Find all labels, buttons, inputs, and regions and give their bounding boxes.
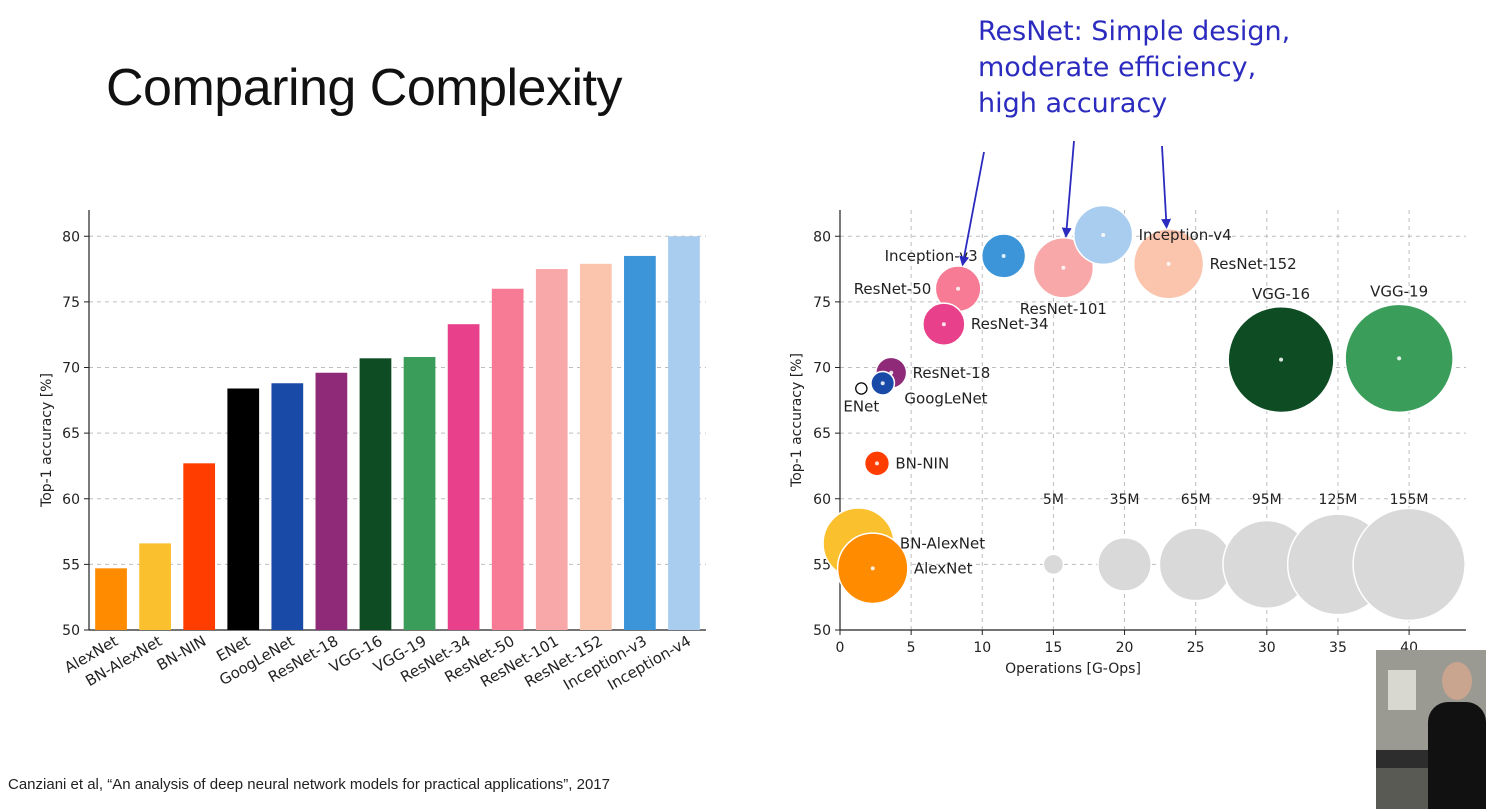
model-label: Inception-v3 <box>885 247 978 265</box>
model-bubble-center <box>880 381 885 386</box>
model-bubble-center <box>1397 356 1402 361</box>
y-tick-label: 55 <box>62 557 80 573</box>
bar <box>535 269 568 630</box>
model-label: ResNet-152 <box>1210 255 1297 273</box>
model-bubble-center <box>870 566 875 571</box>
presenter-video <box>1376 650 1486 809</box>
y-tick-label: 50 <box>813 623 831 639</box>
model-bubble-center <box>1101 232 1106 237</box>
y-tick-label: 80 <box>62 229 80 245</box>
model-label: BN-NIN <box>895 454 949 472</box>
size-legend-bubble <box>1158 527 1233 602</box>
x-tick-label: 25 <box>1187 640 1205 656</box>
model-bubble-center <box>1001 253 1006 258</box>
size-legend-bubble <box>1097 537 1152 592</box>
bar <box>447 324 480 630</box>
bar <box>271 383 304 630</box>
annotation-line: ResNet: Simple design, <box>978 16 1291 47</box>
size-legend-bubble <box>1352 507 1466 622</box>
bar <box>403 357 436 630</box>
y-tick-label: 60 <box>62 492 80 508</box>
presenter-body <box>1428 702 1486 809</box>
annotation-line: high accuracy <box>978 88 1168 119</box>
x-tick-label: 10 <box>973 640 991 656</box>
y-tick-label: 75 <box>813 295 831 311</box>
model-label: BN-AlexNet <box>900 534 985 552</box>
model-bubble-center <box>956 286 961 291</box>
y-tick-label: 75 <box>62 295 80 311</box>
size-legend-label: 155M <box>1390 492 1429 508</box>
model-label: GoogLeNet <box>904 389 987 407</box>
bar <box>491 288 524 630</box>
x-tick-label: 15 <box>1044 640 1062 656</box>
y-tick-label: 70 <box>813 361 831 377</box>
presenter-head <box>1442 662 1472 700</box>
annotation-arrow <box>959 151 985 267</box>
resnet-annotation: ResNet: Simple design, moderate efficien… <box>978 14 1290 122</box>
model-label: Inception-v4 <box>1139 226 1232 244</box>
size-legend-label: 65M <box>1181 492 1211 508</box>
size-legend-label: 95M <box>1252 492 1282 508</box>
model-label: ResNet-101 <box>1020 300 1107 318</box>
x-axis-label: Operations [G-Ops] <box>1005 661 1141 677</box>
x-tick-label: 30 <box>1258 640 1276 656</box>
x-tick-label: 35 <box>1329 640 1347 656</box>
y-tick-label: 55 <box>813 557 831 573</box>
y-tick-label: 65 <box>813 426 831 442</box>
model-label: ENet <box>843 398 879 416</box>
model-label: ResNet-50 <box>854 280 932 298</box>
y-tick-label: 60 <box>813 492 831 508</box>
y-tick-label: 80 <box>813 229 831 245</box>
model-bubble-center <box>1061 265 1066 270</box>
slide-title: Comparing Complexity <box>106 59 622 117</box>
y-tick-label: 70 <box>62 361 80 377</box>
x-tick-label: 5 <box>907 640 916 656</box>
y-axis-label: Top-1 accuracy [%] <box>39 373 55 508</box>
size-legend-label: 5M <box>1043 492 1064 508</box>
model-bubble-center <box>1166 261 1171 266</box>
model-bubble-center <box>859 386 864 391</box>
x-tick-label: 0 <box>836 640 845 656</box>
size-legend-label: 35M <box>1110 492 1140 508</box>
x-tick-label: BN-NIN <box>154 632 210 674</box>
bar <box>139 543 171 630</box>
model-label: AlexNet <box>914 559 973 577</box>
model-label: VGG-16 <box>1252 285 1310 303</box>
model-label: ResNet-34 <box>971 315 1049 333</box>
model-bubble-center <box>941 322 946 327</box>
citation: Canziani et al, “An analysis of deep neu… <box>8 776 610 793</box>
video-board <box>1388 670 1416 710</box>
bar <box>359 358 392 630</box>
y-tick-label: 50 <box>62 623 80 639</box>
bar <box>227 388 260 630</box>
y-tick-label: 65 <box>62 426 80 442</box>
model-bubble-center <box>1279 357 1284 362</box>
bar <box>668 236 700 630</box>
x-tick-label: 20 <box>1116 640 1134 656</box>
model-bubble-center <box>874 461 879 466</box>
bar <box>579 263 612 630</box>
bar <box>95 568 127 630</box>
bar <box>624 255 656 630</box>
size-legend-bubble <box>1042 553 1065 576</box>
video-desk <box>1376 768 1436 809</box>
annotation-arrow <box>1161 145 1172 229</box>
bar <box>183 463 216 630</box>
annotation-arrows <box>959 140 1172 267</box>
annotation-arrow <box>1061 140 1075 238</box>
y-axis-label: Top-1 accuracy [%] <box>789 353 805 488</box>
bar <box>315 372 348 630</box>
model-label: VGG-19 <box>1370 282 1428 300</box>
size-legend-label: 125M <box>1319 492 1358 508</box>
annotation-line: moderate efficiency, <box>978 52 1257 83</box>
model-label: ResNet-18 <box>913 364 991 382</box>
